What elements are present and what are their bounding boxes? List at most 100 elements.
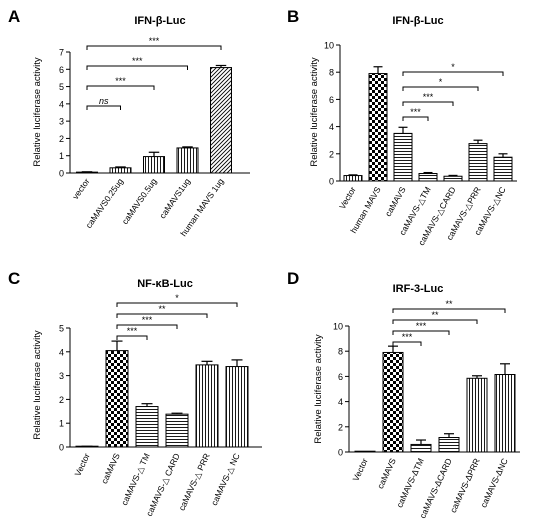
bar	[410, 443, 432, 453]
significance-bracket	[392, 319, 478, 324]
panel-d: D IRF-3-Luc Relative luciferase activity…	[287, 269, 520, 520]
bar	[343, 175, 363, 182]
y-tick-label: 1	[59, 419, 64, 429]
y-tick-label: 2	[59, 134, 64, 144]
bar	[143, 156, 165, 174]
significance-bracket	[116, 324, 178, 329]
significance-label: ***	[416, 321, 427, 331]
significance-bracket	[86, 105, 121, 110]
y-tick-label: 8	[338, 347, 343, 357]
chart-title-a: IFN-β-Luc	[134, 15, 185, 27]
significance-label: ns	[99, 96, 109, 106]
y-tick-label: 6	[338, 372, 343, 382]
x-tick-label: Vector	[351, 456, 370, 482]
significance-label: ***	[142, 315, 153, 325]
chart-title-c: NF-κB-Luc	[137, 278, 193, 290]
significance-bracket	[392, 341, 422, 346]
chart-title-b: IFN-β-Luc	[392, 15, 443, 27]
y-tick-label: 5	[59, 324, 64, 334]
significance-label: ***	[132, 56, 143, 66]
x-tick-label: caMAVS-△ NC	[209, 452, 242, 507]
y-axis-label-b: Relative luciferase activity	[309, 57, 320, 167]
x-tick-label: caMAVS-△ TM	[119, 452, 152, 507]
panel-b: B IFN-β-Luc Relative luciferase activity…	[287, 7, 517, 247]
y-tick-label: 0	[59, 443, 64, 453]
significance-bracket	[392, 308, 506, 313]
chart-title-d: IRF-3-Luc	[393, 283, 444, 295]
y-axis-label-a: Relative luciferase activity	[32, 57, 43, 167]
bar	[210, 67, 232, 174]
x-tick-label: caMAVS0.5ug	[120, 176, 159, 226]
y-tick-label: 8	[329, 68, 334, 78]
x-tick-label: caMAVS-ΔTM	[394, 457, 426, 509]
x-tick-label: caMAVS-ΔPRR	[448, 457, 482, 515]
panel-c: C NF-κB-Luc Relative luciferase activity…	[8, 269, 262, 518]
bar	[368, 73, 388, 182]
x-tick-label: Vector	[337, 185, 358, 211]
significance-bracket	[86, 85, 155, 90]
panel-a: A IFN-β-Luc Relative luciferase activity…	[8, 7, 250, 238]
y-tick-label: 6	[329, 95, 334, 105]
bar	[494, 374, 516, 453]
y-tick-label: 10	[333, 322, 343, 332]
bar	[438, 437, 460, 453]
x-tick-label: Vector	[73, 451, 92, 477]
bar	[418, 173, 438, 182]
x-tick-label: caMAVS	[383, 185, 408, 218]
significance-bracket	[402, 86, 479, 91]
x-tick-label: caMAVS	[99, 451, 122, 485]
bar	[165, 413, 189, 448]
significance-label: **	[158, 304, 166, 314]
significance-bracket	[402, 101, 454, 106]
y-tick-label: 10	[324, 41, 334, 51]
y-tick-label: 2	[329, 149, 334, 159]
y-tick-label: 2	[338, 422, 343, 432]
bar	[468, 143, 488, 182]
bar	[176, 147, 199, 174]
significance-bracket	[402, 116, 429, 121]
y-tick-label: 4	[59, 347, 64, 357]
y-tick-label: 0	[338, 448, 343, 458]
y-tick-label: 3	[59, 371, 64, 381]
panel-letter-a: A	[8, 7, 20, 26]
bar	[195, 364, 219, 448]
panel-letter-c: C	[8, 269, 20, 288]
y-tick-label: 2	[59, 395, 64, 405]
panel-letter-b: B	[287, 7, 299, 26]
y-tick-label: 5	[59, 82, 64, 92]
x-tick-label: vector	[70, 176, 92, 201]
significance-bracket	[392, 330, 450, 335]
significance-bracket	[116, 335, 148, 340]
significance-label: ***	[423, 92, 434, 102]
significance-label: *	[175, 293, 179, 303]
plot-a: 01234567vectorcaMAVS0.25ugcaMAVS0.5ugcaM…	[59, 36, 250, 238]
significance-label: *	[451, 62, 455, 72]
y-tick-label: 7	[59, 48, 64, 58]
bar	[382, 351, 404, 453]
significance-label: **	[431, 310, 439, 320]
y-tick-label: 0	[59, 169, 64, 179]
bar	[493, 156, 513, 182]
significance-label: ***	[127, 326, 138, 336]
significance-label: **	[445, 299, 453, 309]
bar	[225, 366, 249, 448]
y-axis-label-c: Relative luciferase activity	[32, 330, 43, 440]
significance-bracket	[86, 45, 222, 50]
significance-label: ***	[149, 36, 160, 46]
significance-label: ***	[410, 107, 421, 117]
bar	[109, 167, 132, 174]
y-tick-label: 4	[59, 99, 64, 109]
significance-bracket	[116, 313, 208, 318]
x-tick-label: caMAVS-ΔNC	[478, 457, 510, 509]
x-tick-label: caMAVS-△ PRR	[176, 452, 211, 513]
significance-bracket	[86, 65, 188, 70]
significance-label: ***	[115, 76, 126, 86]
bar	[466, 377, 488, 453]
bar	[393, 132, 413, 182]
y-tick-label: 0	[329, 177, 334, 187]
x-tick-label: caMAVS	[375, 456, 398, 490]
significance-label: ***	[402, 332, 413, 342]
